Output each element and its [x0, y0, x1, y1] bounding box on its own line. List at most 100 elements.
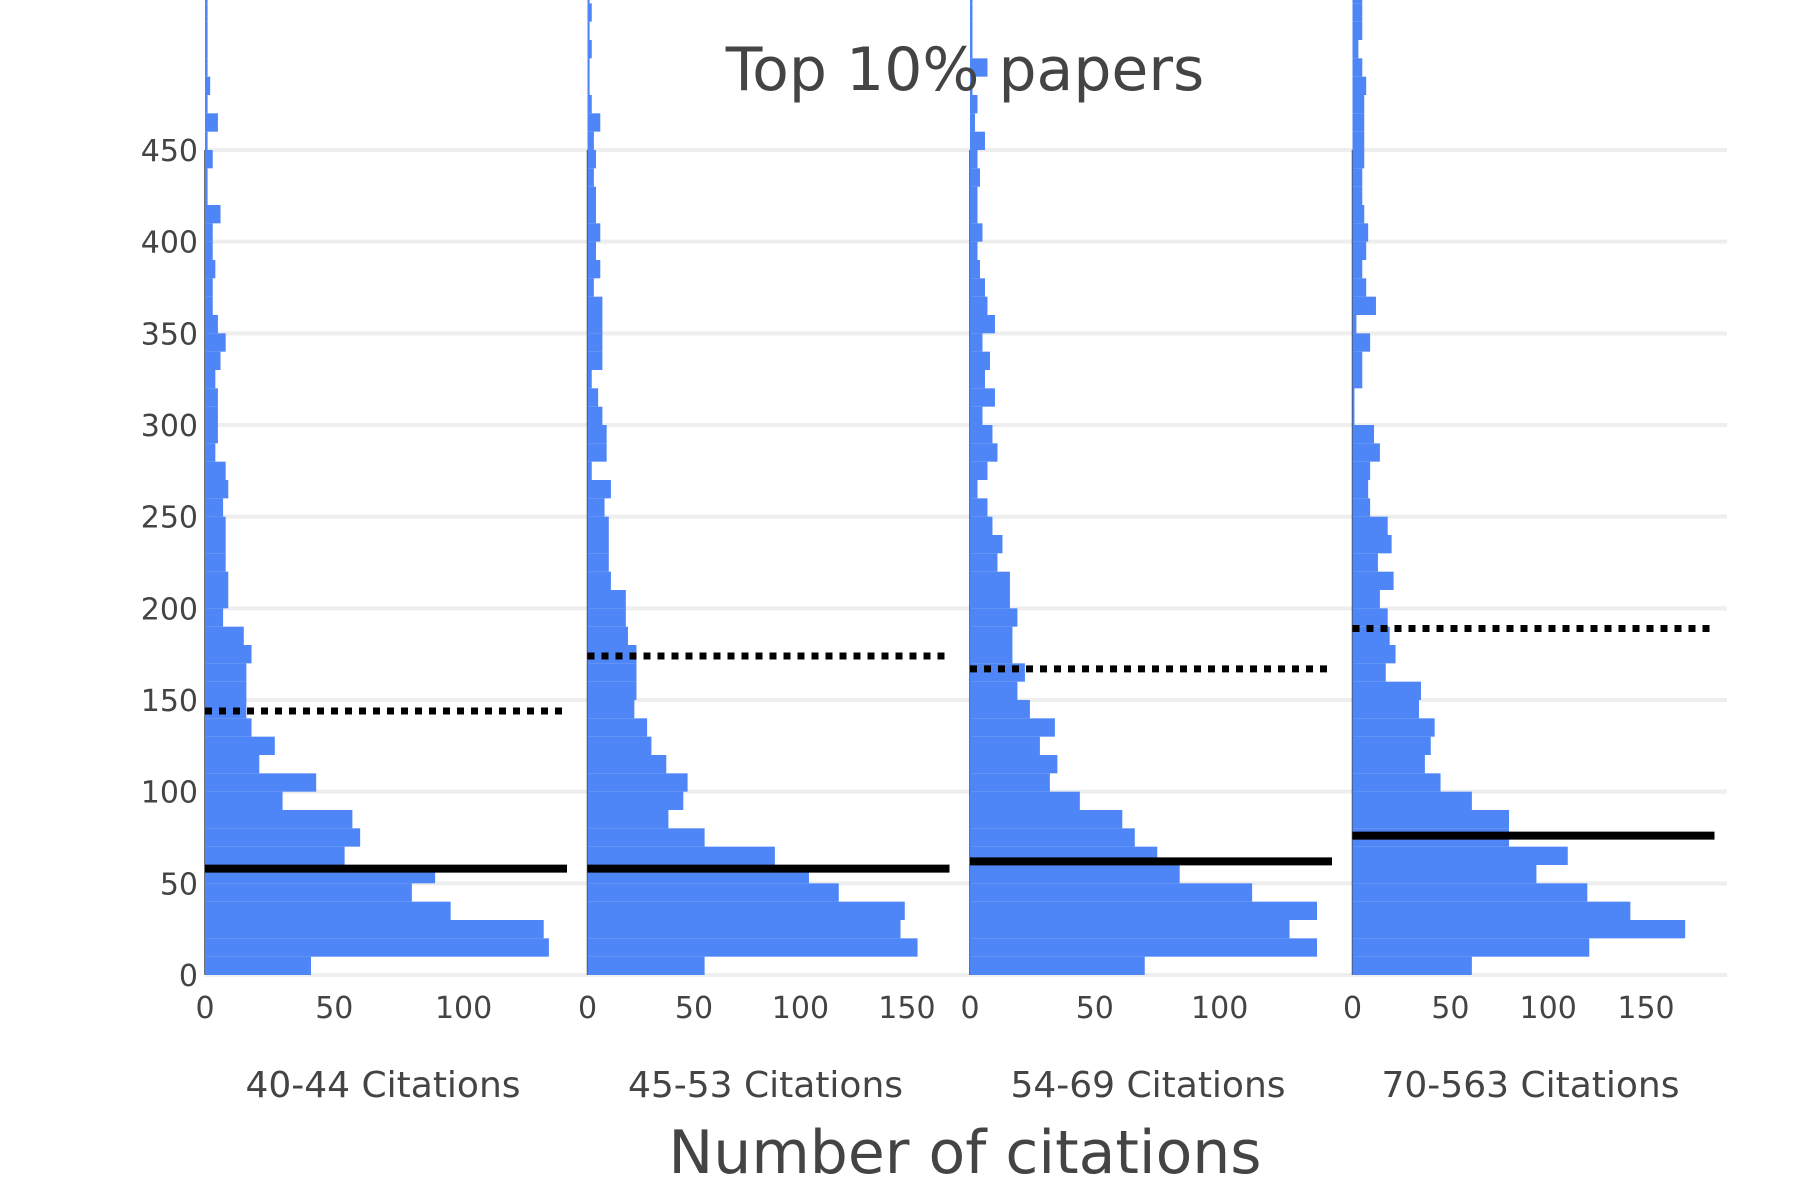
histogram-bar — [970, 205, 978, 224]
histogram-bar — [587, 663, 637, 682]
histogram-bar — [587, 296, 603, 315]
histogram-bar — [970, 956, 1145, 975]
panel: 0 50 100 54-69 Citations — [960, 0, 1332, 1106]
histogram-bar — [1352, 773, 1441, 792]
histogram-bar — [1352, 700, 1420, 719]
histogram-bar — [1352, 0, 1363, 4]
histogram-bar — [1352, 810, 1510, 829]
x-tick-label: 100 — [772, 991, 829, 1026]
histogram-bar — [1352, 315, 1357, 334]
histogram-bar — [970, 0, 973, 4]
histogram-bar — [970, 58, 988, 77]
histogram-bar — [587, 241, 597, 260]
histogram-bar — [205, 95, 208, 114]
histogram-bar — [1352, 736, 1431, 755]
histogram-bar — [1352, 186, 1363, 205]
y-tick-label: 150 — [141, 684, 198, 719]
histogram-bar — [1352, 388, 1355, 407]
histogram-bar — [205, 3, 208, 22]
histogram-bar — [970, 296, 988, 315]
histogram-bar — [1352, 113, 1365, 132]
histogram-bar — [970, 40, 973, 59]
histogram-bar — [1352, 663, 1386, 682]
histogram-bar — [205, 901, 451, 920]
histogram-bar — [205, 113, 218, 132]
histogram-bar — [970, 260, 980, 279]
histogram-bar — [1352, 333, 1371, 352]
histogram-bar — [205, 535, 226, 554]
histogram-bar — [205, 131, 208, 150]
histogram-bar — [970, 755, 1058, 774]
histogram-bar — [587, 810, 669, 829]
histogram-bar — [205, 755, 260, 774]
histogram-bar — [970, 186, 978, 205]
histogram-bar — [205, 425, 218, 444]
histogram-bar — [205, 168, 208, 187]
x-tick-label: 50 — [315, 991, 353, 1026]
histogram-bar — [587, 168, 594, 187]
histogram-bar — [970, 865, 1180, 884]
histogram-bar — [970, 553, 998, 572]
histogram-bar — [587, 388, 599, 407]
x-tick-label: 0 — [195, 991, 214, 1026]
histogram-bar — [587, 791, 684, 810]
histogram-bar — [970, 388, 995, 407]
histogram-bar — [970, 278, 985, 297]
histogram-bar — [970, 608, 1018, 627]
histogram-bar — [205, 663, 247, 682]
histogram-bar — [1352, 76, 1367, 95]
y-tick-label: 250 — [141, 501, 198, 536]
histogram-bar — [970, 241, 978, 260]
x-tick-label: 150 — [1617, 991, 1674, 1026]
histogram-bar — [970, 645, 1013, 664]
histogram-bar — [205, 571, 229, 590]
histogram-bar — [1352, 516, 1388, 535]
histogram-bar — [1352, 461, 1371, 480]
histogram-bar — [970, 571, 1010, 590]
y-tick-label: 350 — [141, 317, 198, 352]
histogram-bar — [205, 956, 312, 975]
histogram-bar — [970, 113, 975, 132]
histogram-bar — [587, 938, 918, 957]
histogram-bar — [1352, 571, 1394, 590]
histogram-bar — [970, 131, 985, 150]
histogram-bar — [587, 883, 839, 902]
histogram-bar — [1352, 883, 1588, 902]
x-tick-label: 50 — [1431, 991, 1469, 1026]
histogram-bar — [587, 260, 601, 279]
histogram-bar — [1352, 241, 1367, 260]
histogram-bar — [970, 3, 973, 22]
histogram-bar — [1352, 223, 1369, 242]
histogram-bar — [205, 406, 218, 425]
histogram-bar — [205, 370, 216, 389]
histogram-bar — [970, 95, 978, 114]
histogram-bar — [587, 150, 597, 169]
histogram-bar — [587, 480, 611, 499]
y-tick-label: 100 — [141, 776, 198, 811]
histogram-bar — [1352, 920, 1686, 939]
histogram-bar — [587, 590, 626, 609]
histogram-bar — [205, 553, 226, 572]
y-tick-label: 50 — [160, 867, 198, 902]
histogram-bar — [970, 590, 1010, 609]
histogram-bar — [587, 846, 775, 865]
histogram-bar — [970, 535, 1003, 554]
histogram-bar — [205, 76, 211, 95]
histogram-bar — [1352, 645, 1396, 664]
histogram-bar — [205, 516, 226, 535]
histogram-bar — [587, 828, 705, 847]
histogram-bar — [205, 461, 226, 480]
x-tick-label: 150 — [878, 991, 935, 1026]
histogram-bar — [587, 443, 607, 462]
histogram-bar — [970, 626, 1013, 645]
histogram-bar — [970, 920, 1290, 939]
chart-title: Top 10% papers — [725, 35, 1205, 105]
panel: 0 50 100 150 70-563 Citations — [1343, 0, 1715, 1106]
histogram-bar — [1352, 443, 1380, 462]
histogram-bar — [587, 645, 637, 664]
histogram-bar — [1352, 58, 1363, 77]
histogram-bar — [1352, 608, 1388, 627]
histogram-bar — [970, 938, 1318, 957]
histogram-bar — [1352, 425, 1375, 444]
